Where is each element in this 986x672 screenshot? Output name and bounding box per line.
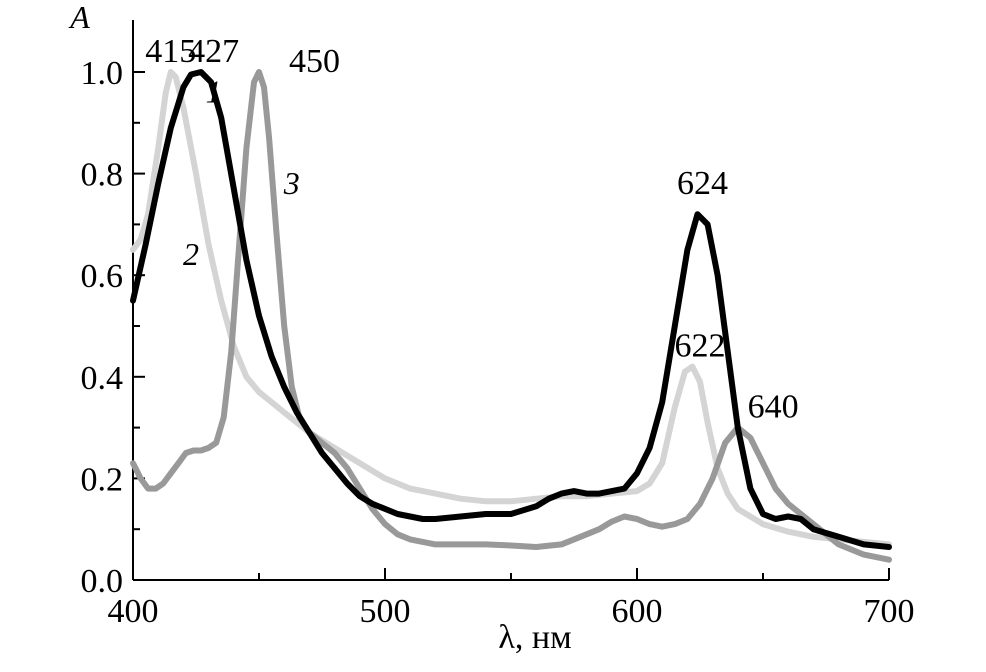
x-tick-label: 500 (360, 593, 411, 630)
y-tick-label: 0.2 (81, 461, 124, 498)
x-tick-label: 700 (864, 593, 915, 630)
y-axis-title: A (68, 0, 90, 35)
peak-annotation: 450 (289, 43, 340, 80)
peak-annotation: 622 (675, 327, 726, 364)
x-tick-label: 400 (108, 593, 159, 630)
x-axis-title: λ, нм (498, 619, 571, 656)
peak-annotation: 640 (748, 388, 799, 425)
peak-annotation: 427 (188, 33, 239, 70)
peak-annotation: 415 (145, 33, 196, 70)
series-3-label: 3 (283, 165, 300, 201)
series-2-label: 2 (183, 236, 199, 272)
series-1-line (130, 69, 892, 550)
y-tick-label: 1.0 (81, 55, 124, 92)
y-tick-label: 0.6 (81, 258, 124, 295)
series-2-line (130, 69, 892, 548)
y-tick-label: 0.4 (81, 360, 124, 397)
series-group (130, 69, 892, 563)
peak-annotation: 624 (677, 165, 728, 202)
y-tick-label: 0.8 (81, 157, 124, 194)
x-tick-label: 600 (612, 593, 663, 630)
series-1-label: 1 (206, 73, 222, 109)
series-3-line (130, 69, 892, 563)
axes: 400 500 600 700 0.0 0.2 0.4 0.6 0.8 1.0 (81, 20, 915, 630)
y-tick-label: 0.0 (81, 563, 124, 600)
